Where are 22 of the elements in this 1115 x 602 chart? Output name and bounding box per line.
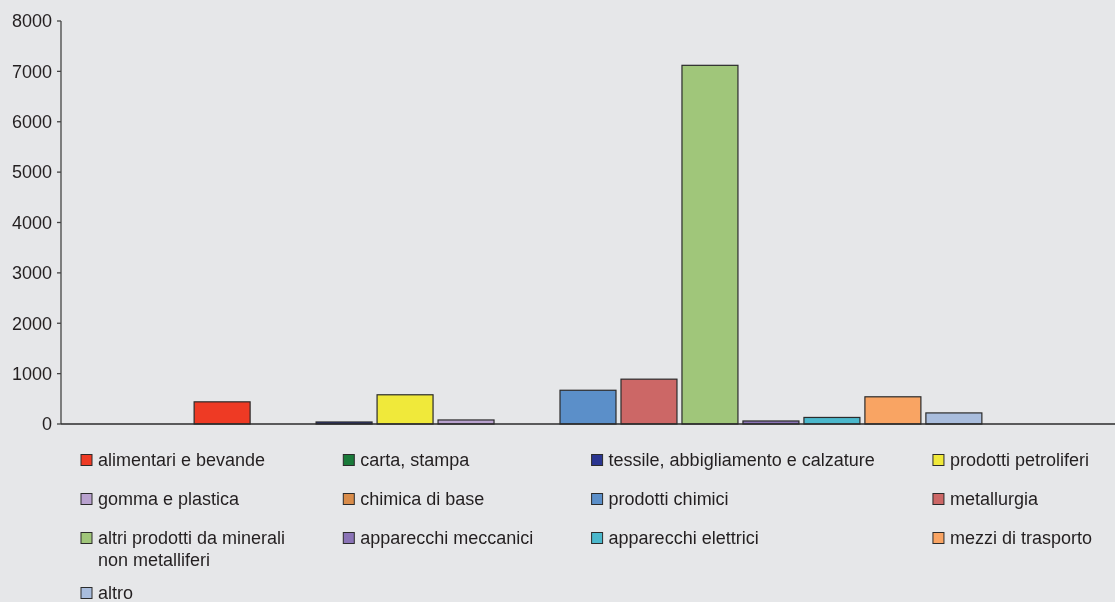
y-tick-label: 7000	[11, 61, 52, 82]
legend-label: carta, stampa	[360, 450, 471, 470]
legend-label: metallurgia	[949, 489, 1039, 509]
legend-label: chimica di base	[360, 489, 485, 509]
y-tick-label: 6000	[11, 112, 52, 133]
legend-label: prodotti chimici	[608, 489, 729, 509]
y-tick-label: 0	[41, 414, 52, 435]
legend-label: apparecchi meccanici	[360, 528, 534, 548]
legend-label: alimentari e bevande	[98, 450, 266, 470]
y-tick-label: 1000	[11, 363, 52, 384]
y-tick-label: 5000	[11, 162, 52, 183]
legend-label: gomma e plastica	[98, 489, 241, 509]
legend-label: apparecchi elettrici	[608, 528, 759, 548]
y-tick-label: 4000	[11, 212, 52, 233]
legend-label: altro	[98, 583, 134, 602]
y-tick-label: 2000	[11, 313, 52, 334]
legend-label: tessile, abbigliamento e calzature	[608, 450, 875, 470]
legend-label: mezzi di trasporto	[949, 528, 1093, 548]
y-tick-label: 3000	[11, 263, 52, 284]
legend-label: prodotti petroliferi	[949, 450, 1090, 470]
y-tick-label: 8000	[11, 11, 52, 32]
legend-label: altri prodotti da minerali non metalliferi	[98, 528, 291, 570]
